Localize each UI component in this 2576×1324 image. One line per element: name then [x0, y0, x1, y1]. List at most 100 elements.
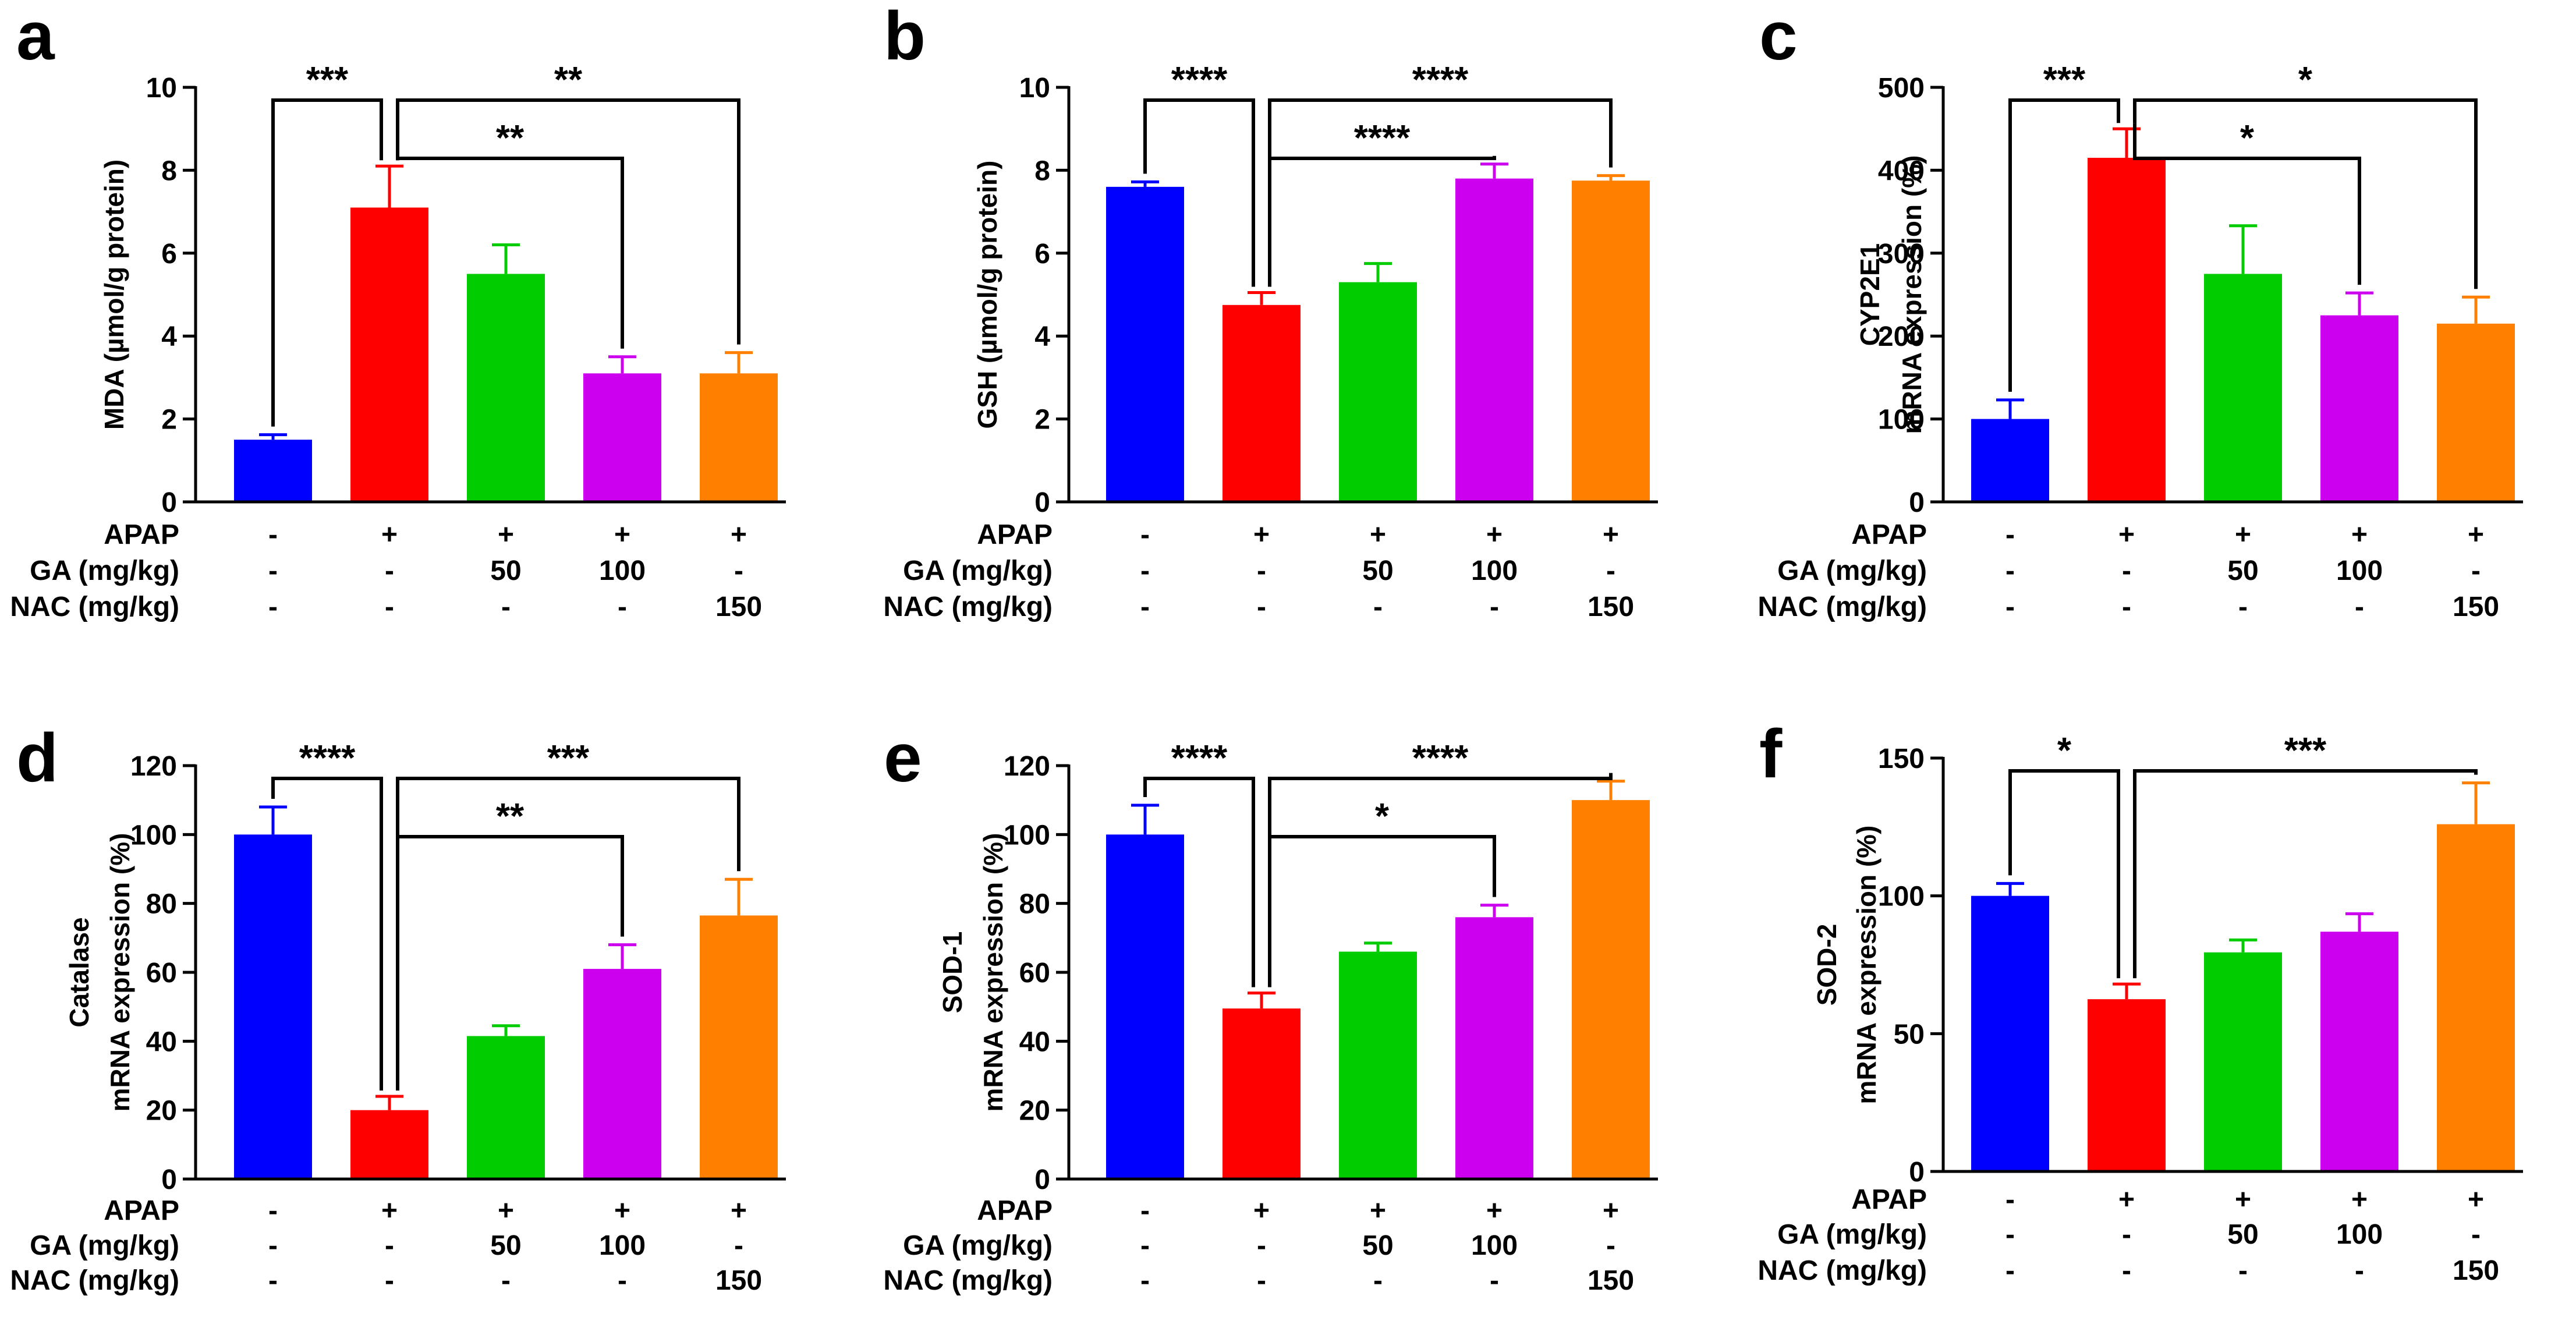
row-cell: -: [1490, 1265, 1499, 1296]
significance-label: ****: [1171, 60, 1228, 100]
bar-4: [2320, 315, 2398, 502]
row-cell: -: [2005, 1184, 2015, 1215]
y-axis-title: MDA (µmol/g protein): [99, 160, 129, 430]
y-tick-label: 100: [130, 820, 177, 851]
row-cell: -: [268, 1265, 278, 1296]
row-cell: +: [2118, 1184, 2135, 1215]
row-cell: 150: [715, 1265, 762, 1296]
y-tick-label: 80: [1019, 889, 1050, 920]
row-cell: +: [1370, 519, 1386, 550]
row-cell: 150: [2453, 592, 2499, 622]
row-cell: -: [1257, 1230, 1266, 1261]
y-tick-label: 20: [1019, 1096, 1050, 1127]
bar-5: [2437, 824, 2515, 1171]
row-cell: -: [2005, 555, 2015, 586]
row-cell: -: [1140, 1230, 1150, 1261]
panel-letter: b: [884, 0, 926, 75]
row-cell: -: [268, 1230, 278, 1261]
bar-2: [2088, 999, 2166, 1171]
significance-bracket: [2133, 98, 2478, 289]
row-cell: +: [731, 1195, 747, 1226]
row-label: APAP: [104, 1195, 179, 1226]
row-label: GA (mg/kg): [1777, 555, 1927, 586]
bar-4: [583, 969, 661, 1179]
bar-4: [583, 373, 661, 502]
y-axis-title-line-1: CYP2E1: [1855, 243, 1885, 346]
row-cell: -: [2122, 555, 2131, 586]
bar-2: [1223, 305, 1301, 502]
bar-3: [2204, 274, 2282, 502]
row-cell: -: [1257, 1265, 1266, 1296]
row-cell: +: [1486, 1195, 1503, 1226]
row-cell: -: [1140, 592, 1150, 622]
row-label: GA (mg/kg): [903, 555, 1053, 586]
row-cell: -: [734, 1230, 743, 1261]
significance-bracket: [396, 98, 740, 345]
row-cell: -: [618, 592, 627, 622]
row-cell: 100: [1471, 1230, 1518, 1261]
significance-label: *: [1375, 796, 1390, 837]
row-cell: +: [1370, 1195, 1386, 1226]
row-cell: -: [385, 592, 394, 622]
row-cell: 50: [490, 1230, 521, 1261]
row-cell: +: [614, 1195, 630, 1226]
row-cell: -: [2005, 1255, 2015, 1286]
row-cell: -: [2005, 519, 2015, 550]
row-cell: 150: [715, 592, 762, 622]
row-label: APAP: [1851, 1184, 1927, 1215]
row-cell: -: [618, 1265, 627, 1296]
y-tick-label: 0: [1034, 1164, 1050, 1195]
panel-letter: a: [16, 0, 55, 75]
bar-1: [1971, 895, 2049, 1171]
y-tick-label: 10: [1019, 73, 1050, 104]
row-label: NAC (mg/kg): [10, 592, 179, 622]
bar-3: [467, 274, 545, 502]
bar-2: [350, 207, 428, 502]
y-axis-title-line-1: SOD-2: [1812, 924, 1842, 1006]
row-cell: +: [2468, 1184, 2484, 1215]
significance-bracket: [1143, 777, 1255, 987]
bar-4: [1455, 917, 1533, 1179]
row-cell: -: [2355, 592, 2364, 622]
y-tick-label: 8: [1034, 155, 1050, 186]
bar-3: [2204, 952, 2282, 1171]
y-tick-label: 100: [1878, 405, 1925, 436]
row-cell: -: [1140, 1195, 1150, 1226]
row-cell: -: [1373, 592, 1383, 622]
bar-2: [1223, 1008, 1301, 1179]
significance-bracket: [271, 98, 383, 427]
significance-label: ***: [2043, 60, 2086, 100]
significance-label: ***: [2284, 731, 2327, 771]
row-cell: +: [2118, 519, 2135, 550]
row-cell: -: [2355, 1255, 2364, 1286]
row-label: GA (mg/kg): [30, 1230, 179, 1261]
panel-letter: e: [884, 720, 922, 796]
row-label: APAP: [104, 519, 179, 550]
significance-label: *: [2240, 118, 2255, 158]
row-cell: -: [1140, 519, 1150, 550]
y-tick-label: 2: [1034, 405, 1050, 436]
row-label: APAP: [977, 1195, 1053, 1226]
bar-1: [234, 834, 312, 1179]
row-cell: 50: [2227, 1219, 2258, 1250]
row-label: GA (mg/kg): [30, 555, 179, 586]
row-cell: -: [2122, 1219, 2131, 1250]
panel-e: e 0 20 40 60 80 100 120 SOD-1 mRNA expression (%)…: [883, 720, 1658, 1296]
row-cell: +: [2235, 519, 2251, 550]
row-cell: -: [2005, 1219, 2015, 1250]
row-cell: 100: [599, 555, 646, 586]
significance-bracket: [2008, 769, 2120, 979]
y-axis-title-line-1: Catalase: [64, 917, 94, 1027]
y-tick-label: 40: [146, 1026, 177, 1057]
y-tick-label: 20: [146, 1096, 177, 1127]
row-cell: +: [498, 1195, 514, 1226]
row-cell: 150: [2453, 1255, 2499, 1286]
bar-5: [700, 373, 778, 502]
row-cell: +: [1603, 519, 1619, 550]
row-cell: +: [1603, 1195, 1619, 1226]
panel-letter: c: [1759, 0, 1798, 75]
significance-bracket: [1268, 98, 1613, 287]
row-cell: -: [2471, 555, 2481, 586]
